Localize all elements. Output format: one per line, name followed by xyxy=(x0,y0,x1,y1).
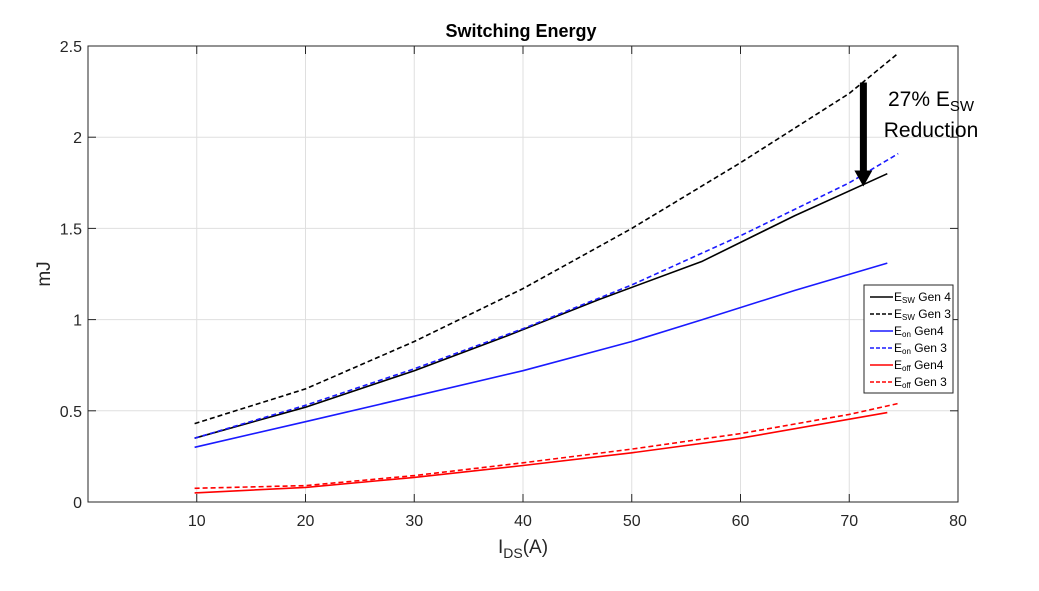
x-tick-label: 60 xyxy=(732,513,750,530)
y-tick-label: 1.5 xyxy=(60,221,82,238)
y-tick-label: 0 xyxy=(73,495,82,512)
legend-label-eoff-gen4: Eoff Gen4 xyxy=(894,358,944,373)
chart-title: Switching Energy xyxy=(445,21,596,41)
y-tick-label: 2.5 xyxy=(60,39,82,56)
legend-label-esw-gen3: ESW Gen 3 xyxy=(894,307,951,322)
y-axis-ticks: 0 0.5 1 1.5 2 2.5 xyxy=(60,39,958,512)
x-axis-label: IDS(A) xyxy=(498,537,548,561)
series-line-eon-gen4 xyxy=(194,262,888,449)
series-lines xyxy=(194,52,899,494)
y-tick-label: 2 xyxy=(73,130,82,147)
x-tick-label: 40 xyxy=(514,513,532,530)
x-tick-label: 30 xyxy=(405,513,423,530)
y-tick-label: 1 xyxy=(73,313,82,330)
y-tick-label: 0.5 xyxy=(60,404,82,421)
series-line-esw-gen3 xyxy=(194,52,899,425)
reduction-arrow-head xyxy=(854,170,873,187)
x-tick-label: 20 xyxy=(297,513,315,530)
x-tick-label: 80 xyxy=(949,513,967,530)
legend: ESW Gen 4 ESW Gen 3 Eon Gen4 Eon Gen 3 Eoff … xyxy=(863,284,954,394)
x-tick-label: 70 xyxy=(840,513,858,530)
y-axis-label: mJ xyxy=(34,261,55,286)
series-line-eoff-gen3 xyxy=(194,402,899,490)
x-axis-ticks: 10 20 30 40 50 60 70 80 xyxy=(188,46,967,530)
reduction-annotation: 27% ESW Reduction xyxy=(854,82,979,187)
x-tick-label: 10 xyxy=(188,513,206,530)
legend-label-eon-gen4: Eon Gen4 xyxy=(894,324,944,339)
annotation-line-1: 27% ESW xyxy=(888,88,975,115)
legend-label-esw-gen4: ESW Gen 4 xyxy=(894,290,951,305)
legend-box xyxy=(863,284,954,394)
legend-label-eoff-gen3: Eoff Gen 3 xyxy=(894,375,947,390)
series-line-eon-gen3 xyxy=(194,152,899,439)
series-line-eoff-gen4 xyxy=(194,411,888,494)
annotation-line-2: Reduction xyxy=(884,119,979,142)
series-line-esw-gen4 xyxy=(194,172,888,439)
legend-label-eon-gen3: Eon Gen 3 xyxy=(894,341,947,356)
x-tick-label: 50 xyxy=(623,513,641,530)
